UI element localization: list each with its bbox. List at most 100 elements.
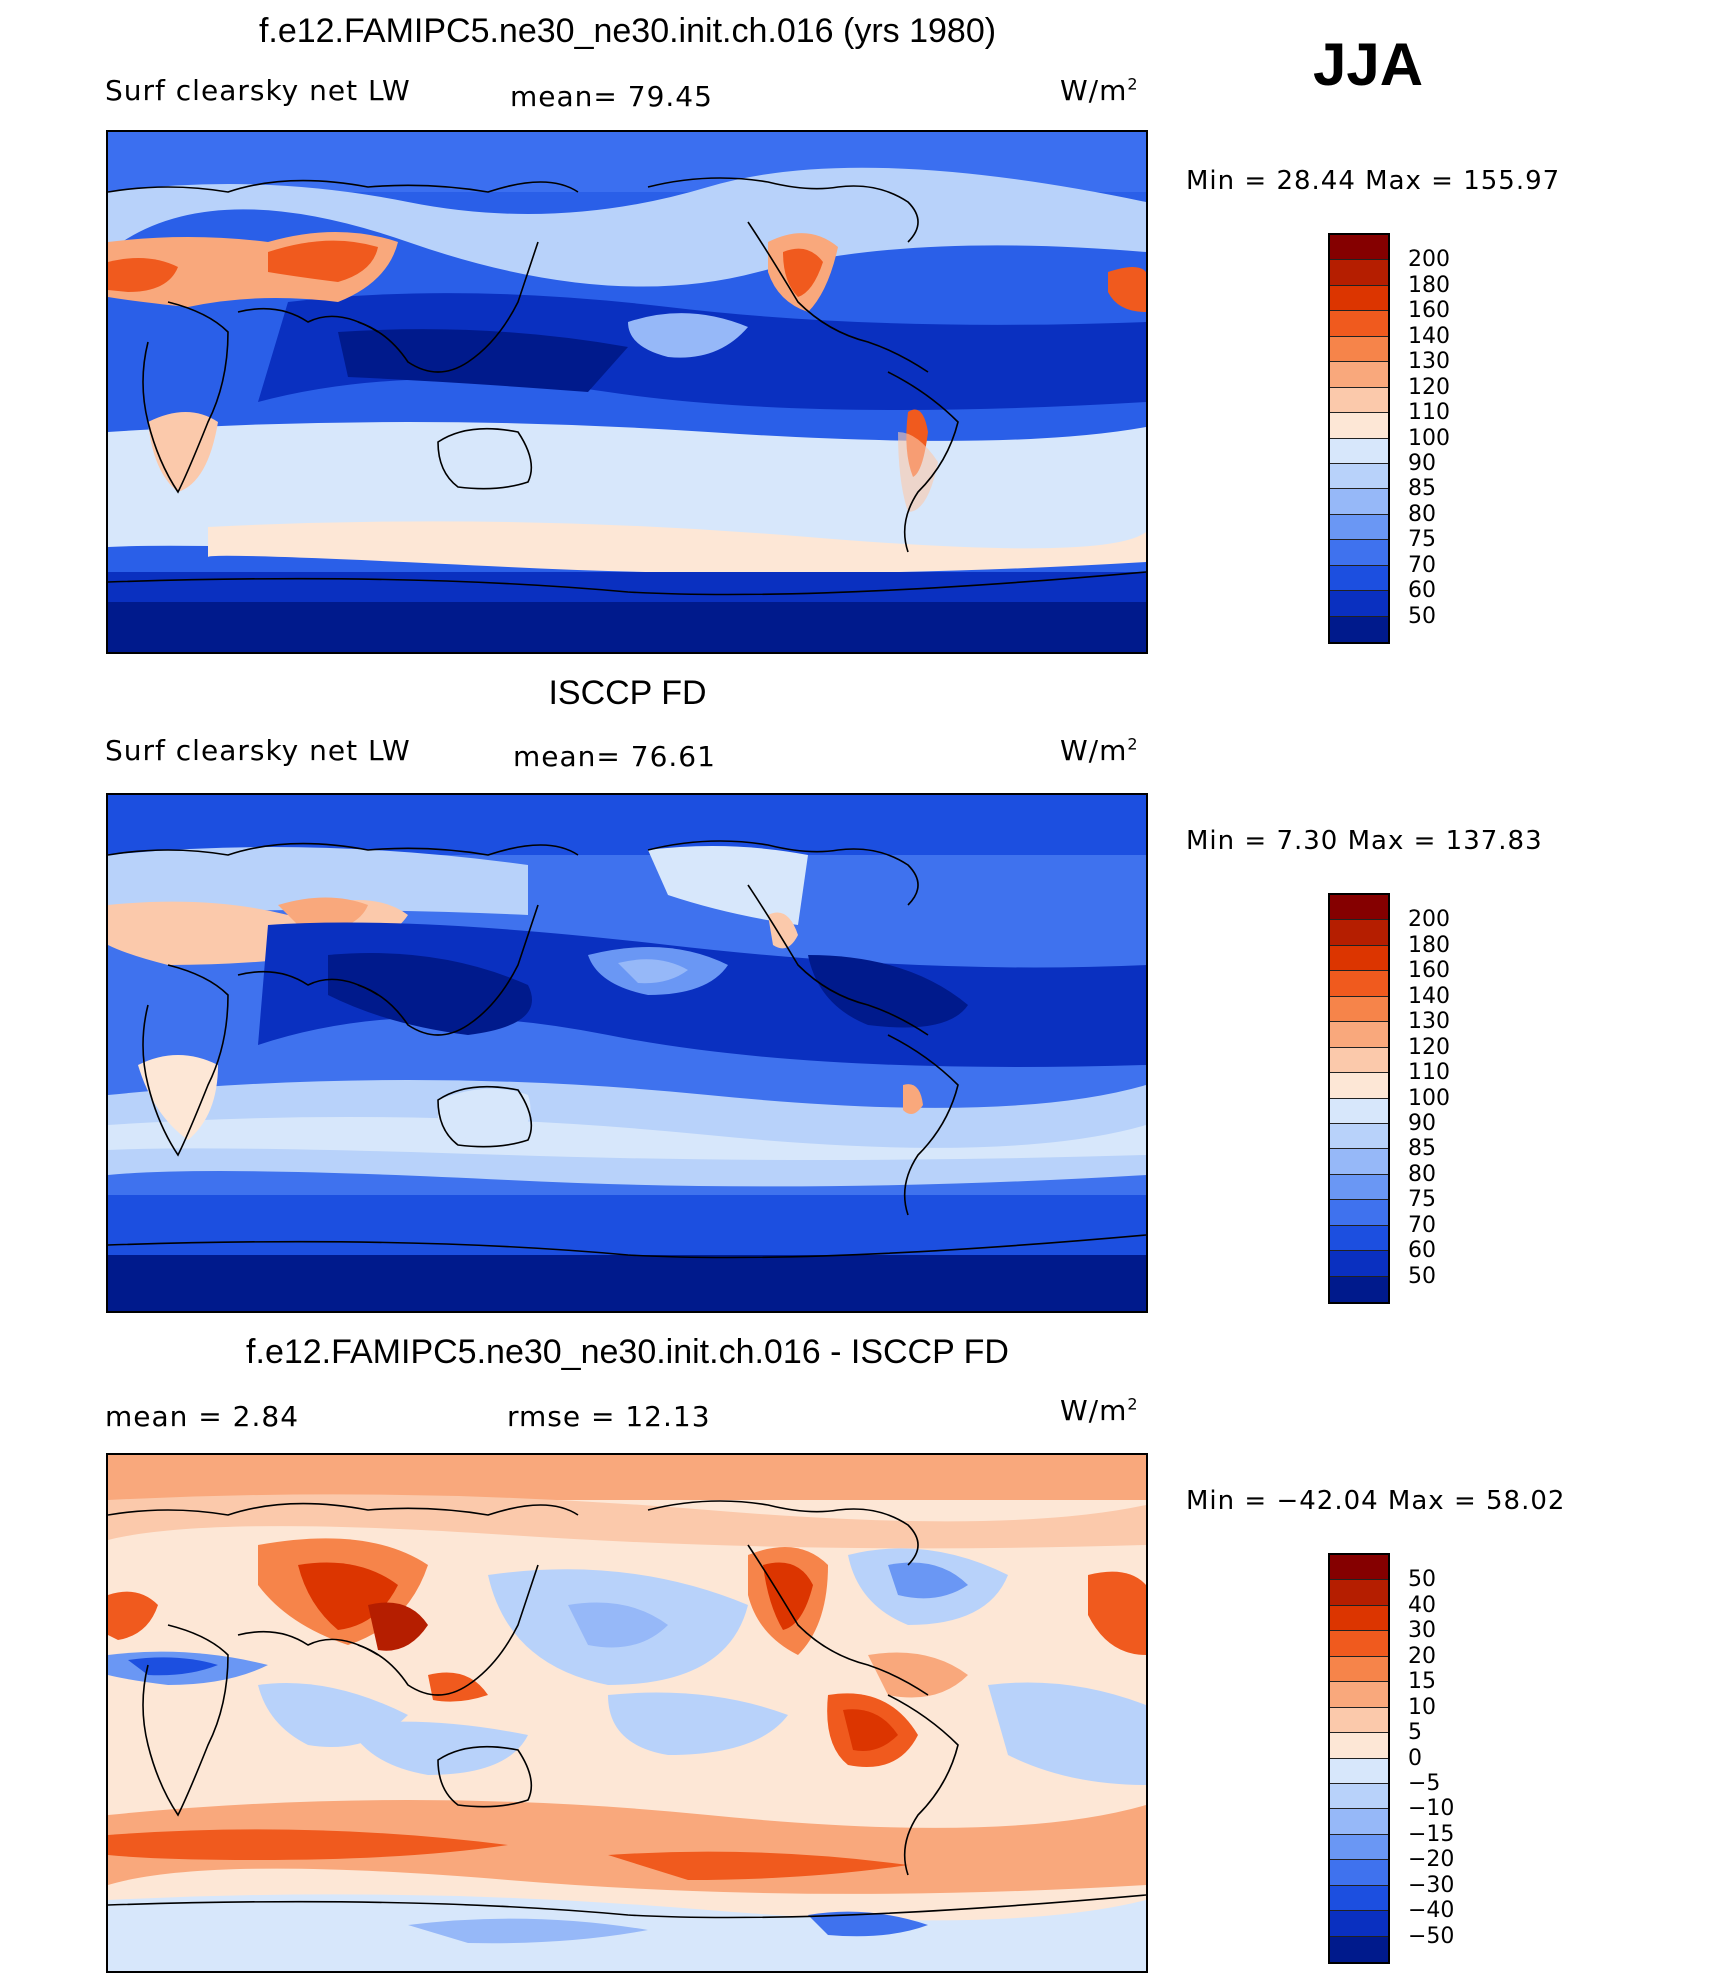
colorbar-tick-label: 60: [1408, 578, 1436, 604]
colorbar-tick-label: 90: [1408, 1110, 1436, 1136]
colorbar-tick-label: 85: [1408, 1136, 1436, 1162]
colorbar-segment: [1330, 1758, 1388, 1784]
panel1-min-max: Min = 28.44 Max = 155.97: [1186, 166, 1561, 196]
colorbar-segment: [1330, 413, 1388, 439]
colorbar-segment: [1330, 260, 1388, 286]
colorbar-segment: [1330, 1580, 1388, 1606]
colorbar-tick-label: 60: [1408, 1238, 1436, 1264]
season-label: JJA: [1313, 31, 1424, 98]
colorbar-tick-label: 50: [1408, 1567, 1436, 1593]
colorbar-tick-label: 0: [1408, 1745, 1422, 1771]
colorbar-segment: [1330, 920, 1388, 946]
colorbar-segment: [1330, 1733, 1388, 1759]
colorbar-segment: [1330, 1251, 1388, 1277]
colorbar-tick-label: −5: [1408, 1770, 1441, 1796]
colorbar-segment: [1330, 1809, 1388, 1835]
panel2-variable-label: Surf clearsky net LW: [105, 734, 411, 767]
colorbar-tick-label: 40: [1408, 1592, 1436, 1618]
panel2-min-max: Min = 7.30 Max = 137.83: [1186, 826, 1543, 856]
colorbar-segment: [1330, 336, 1388, 363]
colorbar-tick-label: 140: [1408, 323, 1450, 349]
panel2-map: [106, 793, 1148, 1313]
colorbar-segment: [1330, 945, 1388, 972]
colorbar-tick-label: 20: [1408, 1643, 1436, 1669]
colorbar-segment: [1330, 591, 1388, 617]
colorbar-segment: [1330, 1936, 1388, 1962]
colorbar-segment: [1330, 1631, 1388, 1657]
panel3-map: [106, 1453, 1148, 1973]
colorbar-segment: [1330, 285, 1388, 312]
colorbar-segment: [1330, 540, 1388, 566]
panel3-title: f.e12.FAMIPC5.ne30_ne30.init.ch.016 - IS…: [246, 1333, 1009, 1371]
colorbar-segment: [1330, 1605, 1388, 1632]
colorbar-tick-label: −30: [1408, 1872, 1455, 1898]
colorbar-tick-label: 70: [1408, 1212, 1436, 1238]
panel2-mean-label: mean= 76.61: [513, 740, 716, 773]
colorbar-segment: [1330, 387, 1388, 414]
colorbar-segment: [1330, 1174, 1388, 1201]
colorbar-segment: [1330, 1860, 1388, 1886]
colorbar-tick-label: 80: [1408, 1161, 1436, 1187]
colorbar-segment: [1330, 1098, 1388, 1124]
colorbar-segment: [1330, 1783, 1388, 1810]
colorbar-segment: [1330, 895, 1388, 921]
panel3-units: W/m2: [1060, 1394, 1139, 1427]
panel1-map: [106, 130, 1148, 654]
colorbar-segment: [1330, 1682, 1388, 1708]
colorbar-segment: [1330, 1656, 1388, 1683]
colorbar-segment: [1330, 311, 1388, 337]
colorbar-tick-label: 180: [1408, 932, 1450, 958]
colorbar-segment: [1330, 489, 1388, 515]
colorbar-tick-label: 5: [1408, 1720, 1422, 1746]
colorbar-segment: [1330, 1022, 1388, 1048]
colorbar-tick-label: 85: [1408, 476, 1436, 502]
colorbar-tick-label: 110: [1408, 400, 1450, 426]
colorbar-tick-label: 120: [1408, 1034, 1450, 1060]
colorbar-segment: [1330, 1225, 1388, 1252]
colorbar-tick-label: 90: [1408, 450, 1436, 476]
panel3-colorbar: [1328, 1553, 1390, 1964]
panel1-title: f.e12.FAMIPC5.ne30_ne30.init.ch.016 (yrs…: [258, 12, 997, 50]
colorbar-tick-label: 160: [1408, 958, 1450, 984]
colorbar-segment: [1330, 996, 1388, 1023]
colorbar-tick-label: 50: [1408, 1263, 1436, 1289]
colorbar-segment: [1330, 1555, 1388, 1581]
colorbar-tick-label: −10: [1408, 1796, 1455, 1822]
panel3-rmse-label: rmse = 12.13: [507, 1400, 711, 1433]
colorbar-tick-label: 110: [1408, 1060, 1450, 1086]
panel3-mean-label: mean = 2.84: [105, 1400, 300, 1433]
panel2-colorbar: [1328, 893, 1390, 1304]
colorbar-segment: [1330, 1707, 1388, 1734]
colorbar-tick-label: 10: [1408, 1694, 1436, 1720]
colorbar-segment: [1330, 1885, 1388, 1912]
colorbar-segment: [1330, 362, 1388, 388]
colorbar-tick-label: 75: [1408, 527, 1436, 553]
colorbar-tick-label: 160: [1408, 298, 1450, 324]
colorbar-segment: [1330, 1073, 1388, 1099]
colorbar-segment: [1330, 235, 1388, 261]
colorbar-segment: [1330, 463, 1388, 490]
colorbar-tick-label: 130: [1408, 349, 1450, 375]
colorbar-tick-label: 200: [1408, 247, 1450, 273]
colorbar-segment: [1330, 1123, 1388, 1150]
colorbar-tick-label: −40: [1408, 1898, 1455, 1924]
colorbar-segment: [1330, 1834, 1388, 1861]
colorbar-tick-label: 50: [1408, 603, 1436, 629]
colorbar-tick-label: 15: [1408, 1669, 1436, 1695]
colorbar-segment: [1330, 565, 1388, 592]
colorbar-segment: [1330, 971, 1388, 997]
colorbar-tick-label: −15: [1408, 1821, 1455, 1847]
colorbar-tick-label: 180: [1408, 272, 1450, 298]
panel1-mean-label: mean= 79.45: [510, 80, 713, 113]
colorbar-tick-label: 120: [1408, 374, 1450, 400]
colorbar-tick-label: −50: [1408, 1923, 1455, 1949]
colorbar-segment: [1330, 438, 1388, 464]
panel2-units: W/m2: [1060, 734, 1139, 767]
colorbar-tick-label: 100: [1408, 1085, 1450, 1111]
colorbar-segment: [1330, 616, 1388, 642]
colorbar-segment: [1330, 1047, 1388, 1074]
colorbar-tick-label: −20: [1408, 1847, 1455, 1873]
panel1-colorbar: [1328, 233, 1390, 644]
colorbar-segment: [1330, 1911, 1388, 1937]
panel3-min-max: Min = −42.04 Max = 58.02: [1186, 1486, 1566, 1516]
